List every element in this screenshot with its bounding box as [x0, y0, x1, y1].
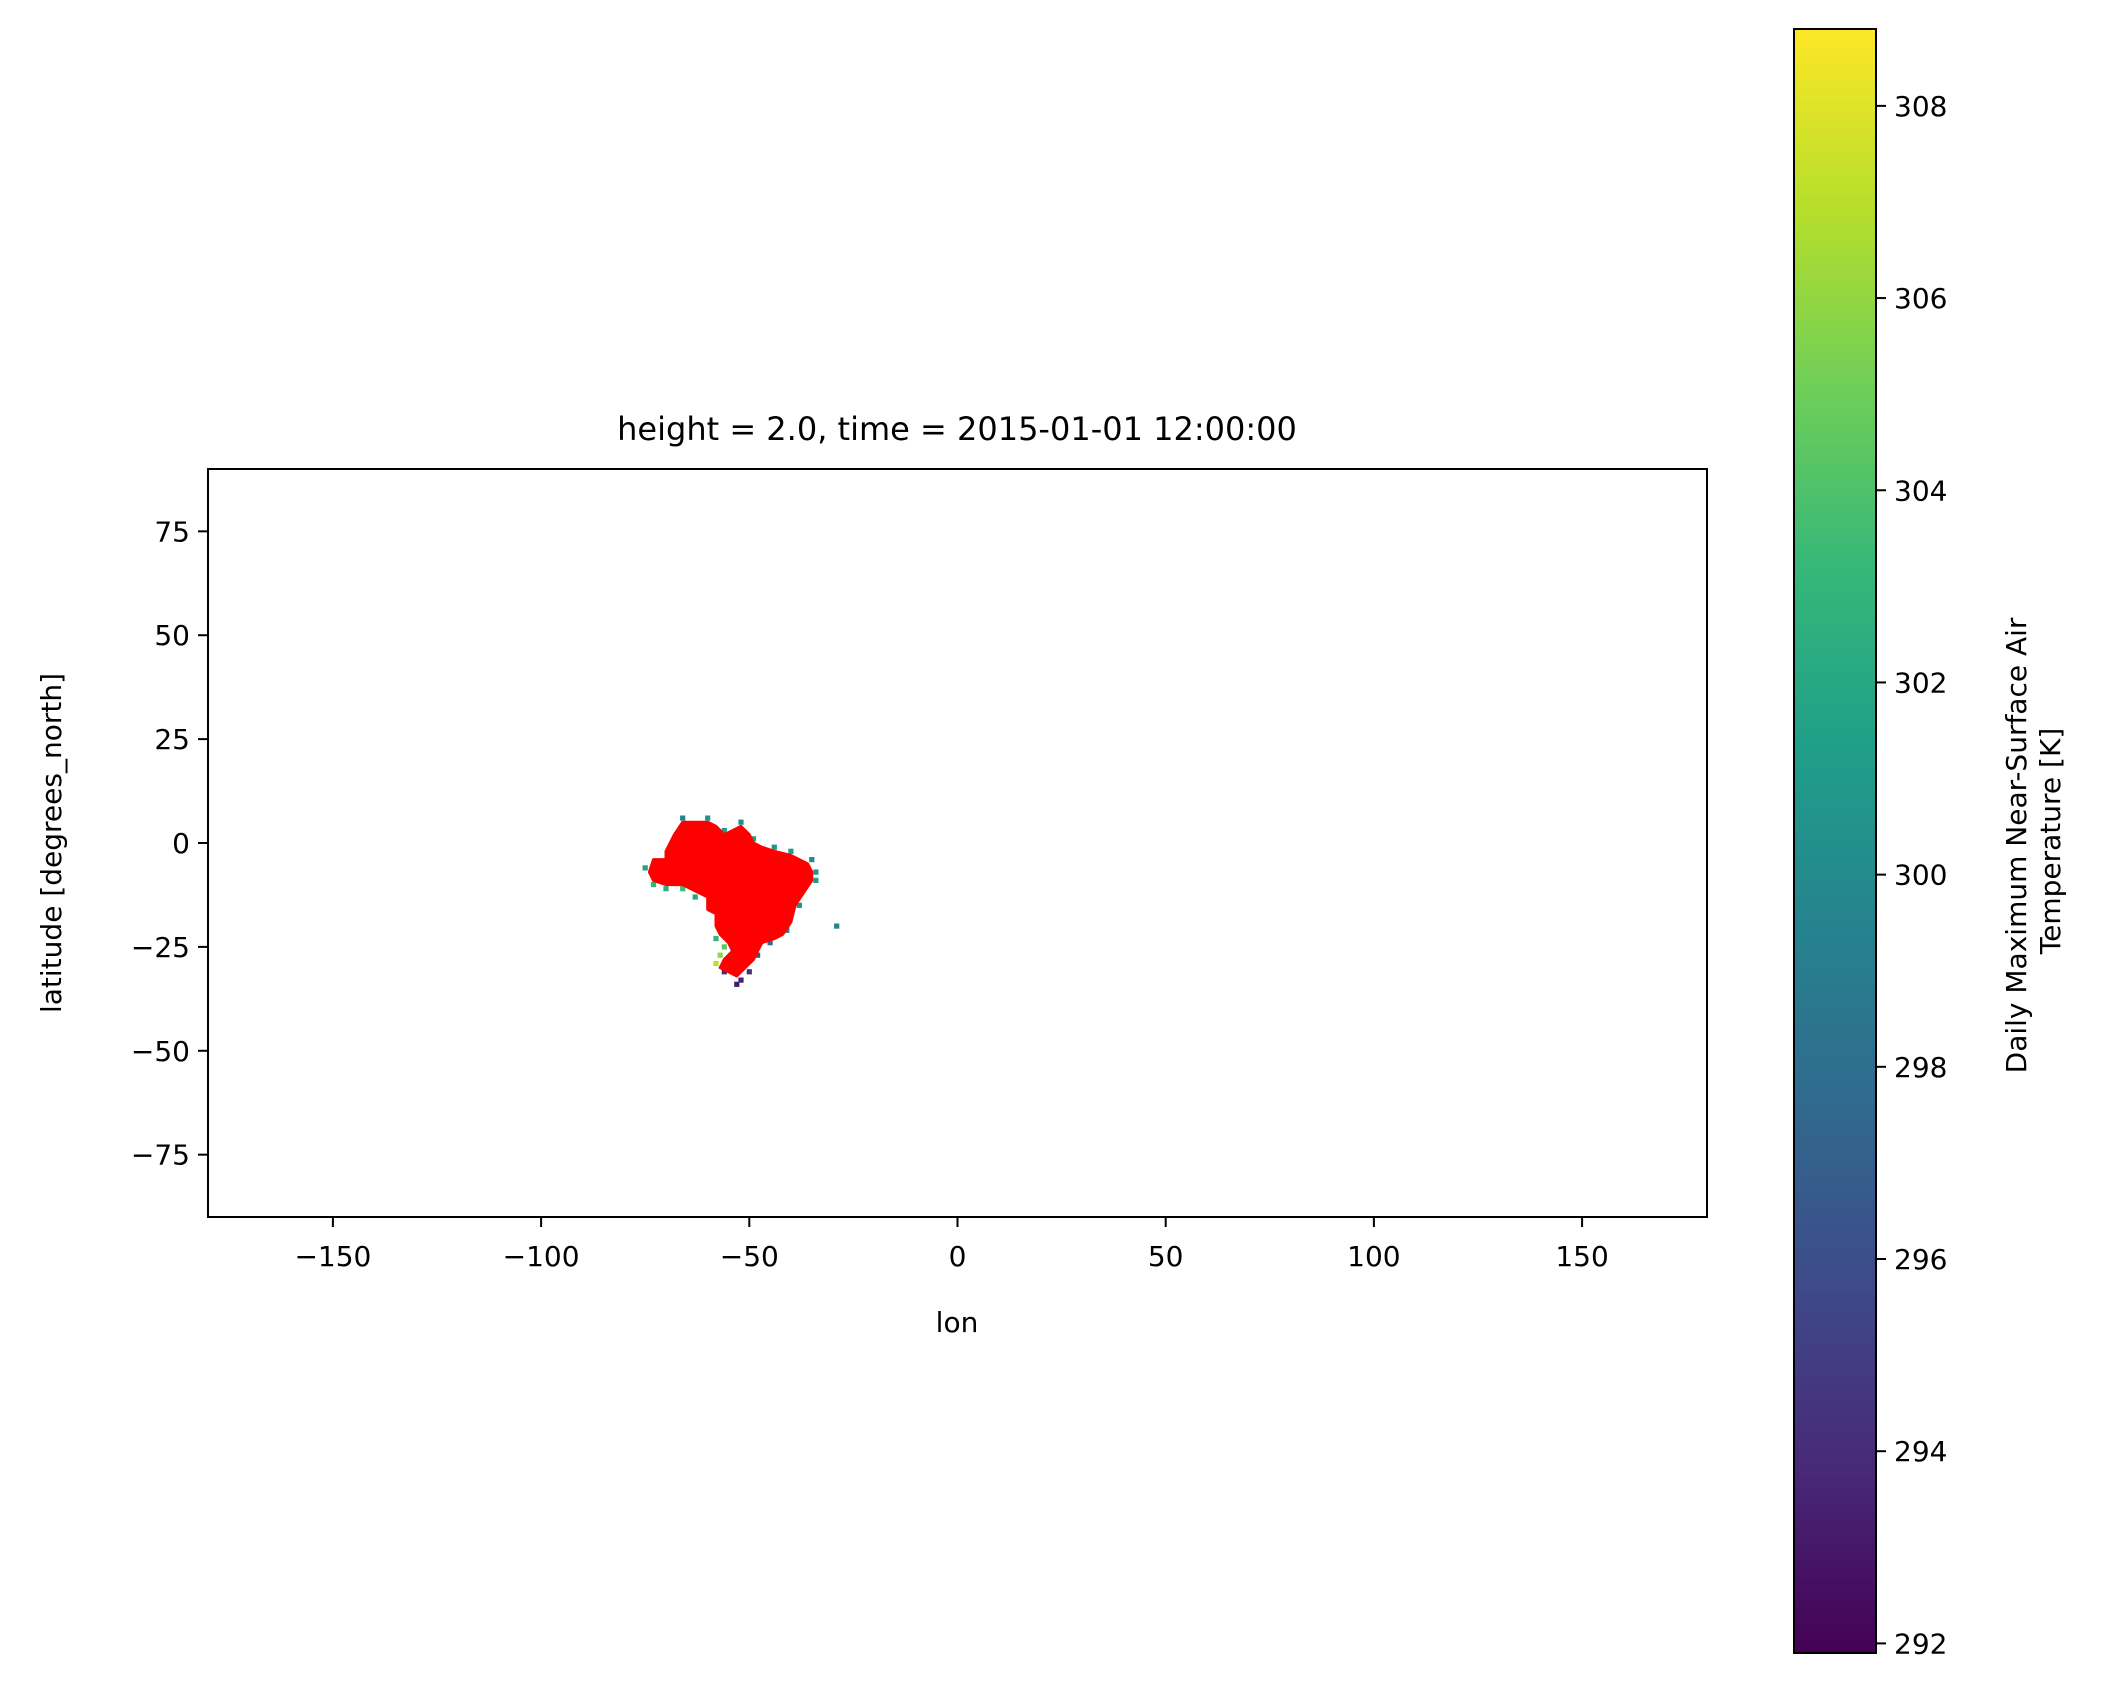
edge-cell-2: [663, 886, 669, 892]
edge-cell-12: [809, 857, 815, 863]
edge-cell-18: [755, 952, 761, 958]
plot-background: [208, 469, 1707, 1217]
y-axis: 75 50 25 0 −25 −50 −75: [131, 515, 208, 1172]
colorbar-label-line-2: Temperature [K]: [2034, 728, 2067, 955]
edge-cell-0: [642, 865, 648, 871]
edge-cell-7: [721, 827, 727, 834]
edge-cell-13: [813, 869, 819, 875]
x-tick-label: 50: [1148, 1240, 1184, 1273]
x-tick-label: −50: [720, 1240, 779, 1273]
edge-cell-24: [717, 952, 723, 958]
y-tick-label: −50: [131, 1035, 190, 1068]
x-tick-label: 100: [1347, 1240, 1400, 1273]
edge-cell-19: [746, 969, 752, 975]
edge-cell-9: [750, 836, 757, 842]
data-layer: [642, 815, 840, 987]
edge-cell-17: [767, 940, 773, 946]
y-tick-label: 25: [154, 723, 190, 756]
x-tick-label: −150: [294, 1240, 371, 1273]
y-tick-label: −25: [131, 931, 190, 964]
colorbar-label-line-1: Daily Maximum Near-Surface Air: [2000, 617, 2033, 1073]
edge-cell-14: [813, 877, 819, 883]
edge-cell-22: [721, 969, 727, 975]
y-tick-label: 0: [172, 827, 190, 860]
edge-cell-23: [713, 960, 719, 967]
edge-cell-10: [771, 844, 777, 850]
region-fill: [647, 820, 814, 978]
edge-cell-26: [713, 936, 719, 942]
edge-cell-1: [650, 882, 657, 888]
colorbar-tick-label: 304: [1894, 474, 1947, 507]
edge-cell-3: [680, 886, 686, 892]
x-tick-label: −100: [503, 1240, 580, 1273]
y-tick-label: 50: [154, 619, 190, 652]
x-axis: −150 −100 −50 0 50 100 150: [294, 1217, 1609, 1273]
colorbar-tick-label: 306: [1894, 282, 1947, 315]
edge-cell-11: [788, 848, 794, 854]
colorbar-tick-label: 296: [1894, 1243, 1947, 1276]
y-axis-label: latitude [degrees_north]: [35, 673, 68, 1013]
edge-cell-25: [721, 944, 727, 950]
colorbar-tick-label: 294: [1894, 1435, 1947, 1468]
colorbar-frame: [1793, 28, 1877, 1654]
edge-cell-8: [738, 819, 744, 825]
edge-cell-27: [834, 923, 840, 929]
edge-cell-20: [738, 977, 744, 983]
edge-cell-15: [796, 902, 802, 908]
colorbar-label: Daily Maximum Near-Surface Air Temperatu…: [2000, 609, 2067, 1074]
x-tick-label: 0: [949, 1240, 967, 1273]
edge-cell-6: [705, 815, 711, 821]
y-tick-label: −75: [131, 1139, 190, 1172]
colorbar-tick-label: 308: [1894, 90, 1947, 123]
colorbar-tick-label: 302: [1894, 666, 1947, 699]
colorbar-tick-label: 300: [1894, 859, 1947, 892]
colorbar-gradient: [1794, 29, 1876, 1653]
colorbar-ticks: 292 294 296 298 300 302 304 306 308: [1876, 90, 1947, 1660]
colorbar-tick-label: 292: [1894, 1627, 1947, 1660]
x-tick-label: 150: [1555, 1240, 1608, 1273]
y-tick-label: 75: [154, 515, 190, 548]
edge-cell-4: [692, 894, 698, 900]
colorbar: 292 294 296 298 300 302 304 306 308 Daily Maximu…: [1793, 28, 2067, 1660]
colorbar-tick-label: 298: [1894, 1051, 1947, 1084]
plot-area: [207, 468, 1708, 1218]
x-axis-label: lon: [936, 1306, 979, 1339]
edge-cell-21: [734, 981, 740, 987]
edge-cell-5: [680, 815, 686, 821]
chart-title: height = 2.0, time = 2015-01-01 12:00:00: [617, 410, 1297, 448]
